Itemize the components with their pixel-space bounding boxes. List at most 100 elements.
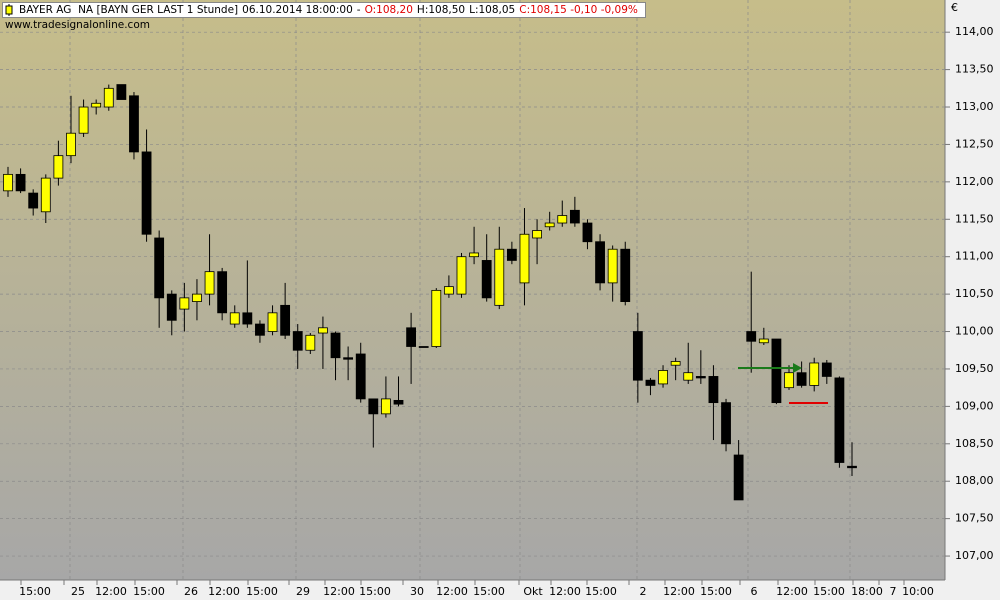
candle-body	[443, 286, 454, 295]
timestamp: 06.10.2014 18:00:00	[242, 4, 353, 16]
candle-body	[569, 209, 580, 224]
x-tick-label: 25	[71, 585, 85, 598]
y-tick-label: 109,50	[955, 362, 994, 375]
y-tick-label: 112,50	[955, 137, 994, 150]
candle-body	[255, 323, 265, 336]
candle-body	[645, 379, 656, 386]
candle-body	[809, 362, 820, 386]
candle-body	[355, 353, 366, 400]
candle-body	[116, 84, 127, 100]
candle-body	[481, 260, 492, 299]
y-tick-label: 107,50	[955, 512, 994, 525]
high-value: H:108,50	[416, 4, 466, 16]
y-tick-label: 109,00	[955, 399, 994, 412]
candle-body	[393, 399, 404, 405]
y-tick-label: 110,00	[955, 325, 994, 338]
close-value: C:108,15 -0,10 -0,09%	[519, 4, 638, 16]
x-tick-label: 6	[751, 585, 758, 598]
y-tick-label: 111,50	[955, 212, 994, 225]
candle-body	[292, 331, 303, 351]
candle-body	[381, 398, 391, 415]
x-tick-label: 15:00	[700, 585, 732, 598]
candle-body	[305, 334, 316, 351]
candle-body	[431, 289, 442, 347]
candle-body	[632, 331, 643, 381]
x-tick-label: 12:00	[208, 585, 240, 598]
candle-body	[406, 327, 417, 347]
x-axis-background	[0, 580, 945, 600]
y-tick-label: 113,50	[955, 63, 994, 76]
candle-body	[557, 215, 568, 224]
y-tick-label: 107,00	[955, 549, 994, 562]
candle-body	[708, 376, 719, 404]
candle-body	[40, 177, 51, 213]
candle-body	[695, 376, 706, 379]
candle-body	[154, 237, 165, 299]
x-tick-label: 12:00	[663, 585, 695, 598]
candle-body	[78, 106, 89, 134]
y-tick-label: 108,00	[955, 474, 994, 487]
x-tick-label: 30	[410, 585, 424, 598]
candle-body	[733, 454, 744, 501]
candle-body	[658, 370, 668, 385]
candle-body	[204, 271, 215, 295]
header: BAYER AG NA [BAYN GER LAST 1 Stunde] 06.1…	[2, 2, 646, 18]
y-tick-label: 112,00	[955, 175, 994, 188]
candle-body	[796, 372, 807, 386]
candle-body	[683, 372, 694, 381]
x-tick-label: 29	[296, 585, 310, 598]
candle-icon	[5, 4, 13, 16]
candle-body	[847, 465, 857, 469]
candle-body	[469, 252, 479, 258]
candle-body	[3, 173, 13, 192]
candle-body	[821, 362, 832, 377]
separator: -	[356, 4, 361, 16]
website: www.tradesignalonline.com	[5, 19, 150, 31]
x-tick-label: Okt	[523, 585, 543, 598]
candle-body	[28, 192, 39, 209]
y-tick-label: 108,50	[955, 437, 994, 450]
candle-body	[242, 312, 253, 325]
x-tick-label: 15:00	[19, 585, 51, 598]
candle-body	[368, 398, 379, 415]
low-value: L:108,05	[469, 4, 516, 16]
candle-body	[129, 95, 139, 153]
candle-body	[506, 248, 517, 261]
x-tick-label: 15:00	[813, 585, 845, 598]
candle-body	[418, 346, 429, 348]
x-tick-label: 12:00	[436, 585, 468, 598]
y-tick-label: 111,00	[955, 250, 994, 263]
candle-body	[607, 248, 618, 284]
candle-body	[771, 338, 782, 404]
candle-body	[15, 173, 26, 192]
candle-body	[53, 155, 64, 179]
candle-body	[544, 222, 555, 228]
open-value: O:108,20	[364, 4, 413, 16]
x-tick-label: 10:00	[902, 585, 934, 598]
candle-body	[721, 402, 731, 445]
candle-body	[834, 377, 845, 463]
candle-body	[620, 248, 631, 303]
candle-body	[217, 271, 228, 314]
x-tick-label: 15:00	[246, 585, 278, 598]
candle-body	[318, 327, 328, 334]
x-tick-label: 15:00	[359, 585, 391, 598]
x-tick-label: 26	[184, 585, 198, 598]
candle-body	[494, 248, 505, 306]
x-tick-label: 15:00	[585, 585, 617, 598]
candle-body	[141, 151, 152, 235]
candle-body	[343, 357, 354, 360]
candle-body	[267, 312, 278, 332]
candle-body	[784, 372, 794, 389]
x-tick-label: 12:00	[323, 585, 355, 598]
x-tick-label: 2	[640, 585, 647, 598]
x-tick-label: 18:00	[851, 585, 883, 598]
candle-body	[670, 361, 681, 366]
currency: €	[951, 1, 958, 14]
candle-body	[746, 331, 757, 342]
candle-body	[330, 332, 341, 359]
candle-body	[179, 297, 190, 310]
y-tick-label: 110,50	[955, 287, 994, 300]
x-tick-label: 7	[890, 585, 897, 598]
